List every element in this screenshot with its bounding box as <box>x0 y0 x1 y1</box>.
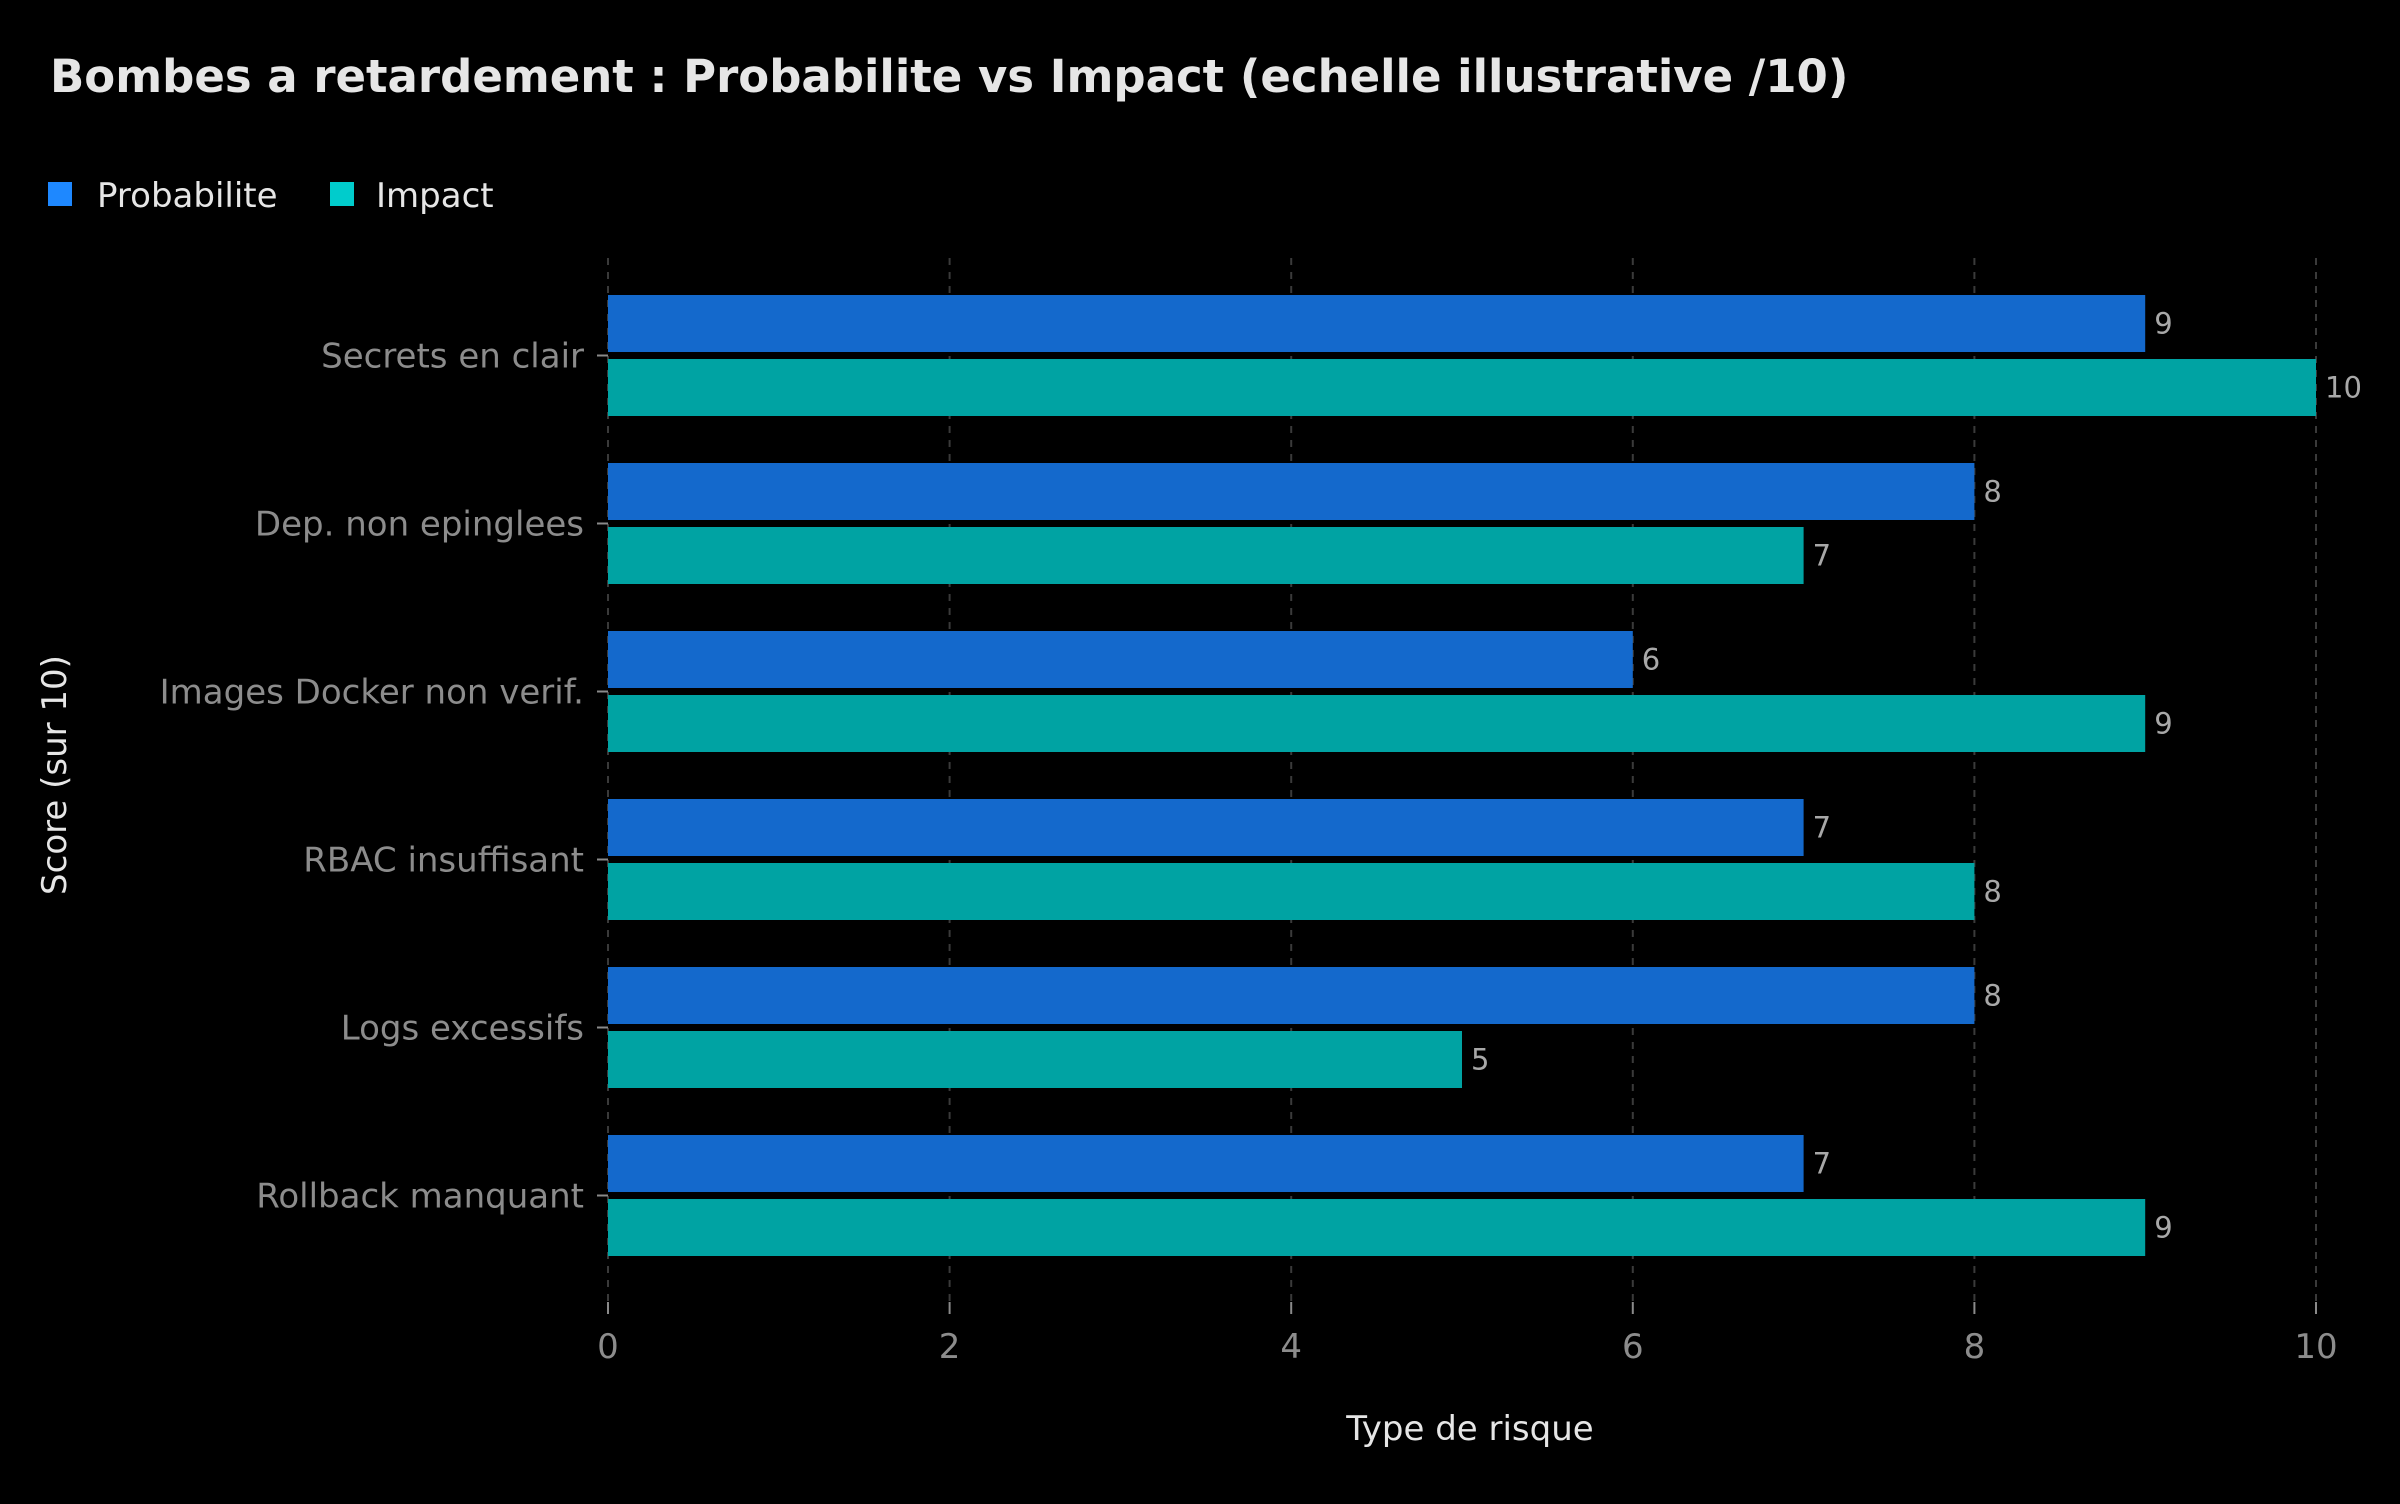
x-tick-label-3: 6 <box>1622 1327 1644 1367</box>
legend-label-probabilite: Probabilite <box>97 176 278 216</box>
value-label-impact-dep-non-epinglees: 7 <box>1813 539 1831 573</box>
legend-swatch-impact <box>330 182 354 206</box>
legend-label-impact: Impact <box>376 176 494 216</box>
value-label-impact-logs-excessifs: 5 <box>1471 1043 1489 1077</box>
y-tick-label-images-docker-non-verif: Images Docker non verif. <box>160 673 584 713</box>
x-tick-label-5: 10 <box>2294 1327 2337 1367</box>
y-tick-label-dep-non-epinglees: Dep. non epinglees <box>255 505 584 545</box>
bars: 9 10 8 7 6 9 7 8 8 5 7 9 <box>608 295 2362 1256</box>
y-tick-label-rollback-manquant: Rollback manquant <box>256 1177 584 1217</box>
x-tick-label-0: 0 <box>597 1327 619 1367</box>
value-label-probabilite-secrets-en-clair: 9 <box>2154 307 2172 341</box>
legend-swatch-probabilite <box>48 182 72 206</box>
value-label-impact-rollback-manquant: 9 <box>2154 1211 2172 1245</box>
y-axis: Secrets en clair Dep. non epinglees Images… <box>160 337 608 1217</box>
y-tick-label-logs-excessifs: Logs excessifs <box>341 1009 584 1049</box>
value-label-impact-rbac-insuffisant: 8 <box>1983 875 2001 909</box>
x-axis: 0 2 4 6 8 10 <box>597 1302 2338 1367</box>
bar-impact-dep-non-epinglees <box>608 527 1804 584</box>
bar-probabilite-dep-non-epinglees <box>608 463 1975 520</box>
x-tick-label-2: 4 <box>1280 1327 1302 1367</box>
bar-probabilite-images-docker-non-verif <box>608 631 1633 688</box>
legend: Probabilite Impact <box>48 176 494 216</box>
y-tick-label-secrets-en-clair: Secrets en clair <box>321 337 584 377</box>
bar-impact-rollback-manquant <box>608 1199 2146 1256</box>
bar-impact-logs-excessifs <box>608 1031 1462 1088</box>
bar-probabilite-logs-excessifs <box>608 967 1975 1024</box>
value-label-probabilite-dep-non-epinglees: 8 <box>1983 475 2001 509</box>
grid <box>607 258 2317 1302</box>
x-tick-label-4: 8 <box>1964 1327 1986 1367</box>
bar-impact-rbac-insuffisant <box>608 863 1975 920</box>
value-label-impact-secrets-en-clair: 10 <box>2325 371 2362 405</box>
y-axis-label: Score (sur 10) <box>35 655 75 895</box>
value-label-probabilite-rollback-manquant: 7 <box>1813 1147 1831 1181</box>
x-axis-label: Type de risque <box>1345 1409 1593 1449</box>
y-tick-label-rbac-insuffisant: RBAC insuffisant <box>303 841 584 881</box>
bar-probabilite-secrets-en-clair <box>608 295 2146 352</box>
bar-probabilite-rollback-manquant <box>608 1135 1804 1192</box>
value-label-impact-images-docker-non-verif: 9 <box>2154 707 2172 741</box>
bar-impact-secrets-en-clair <box>608 359 2316 416</box>
bar-impact-images-docker-non-verif <box>608 695 2146 752</box>
value-label-probabilite-logs-excessifs: 8 <box>1983 979 2001 1013</box>
value-label-probabilite-rbac-insuffisant: 7 <box>1813 811 1831 845</box>
value-label-probabilite-images-docker-non-verif: 6 <box>1642 643 1660 677</box>
bar-probabilite-rbac-insuffisant <box>608 799 1804 856</box>
chart-title: Bombes a retardement : Probabilite vs Im… <box>50 50 1848 103</box>
x-tick-label-1: 2 <box>939 1327 961 1367</box>
